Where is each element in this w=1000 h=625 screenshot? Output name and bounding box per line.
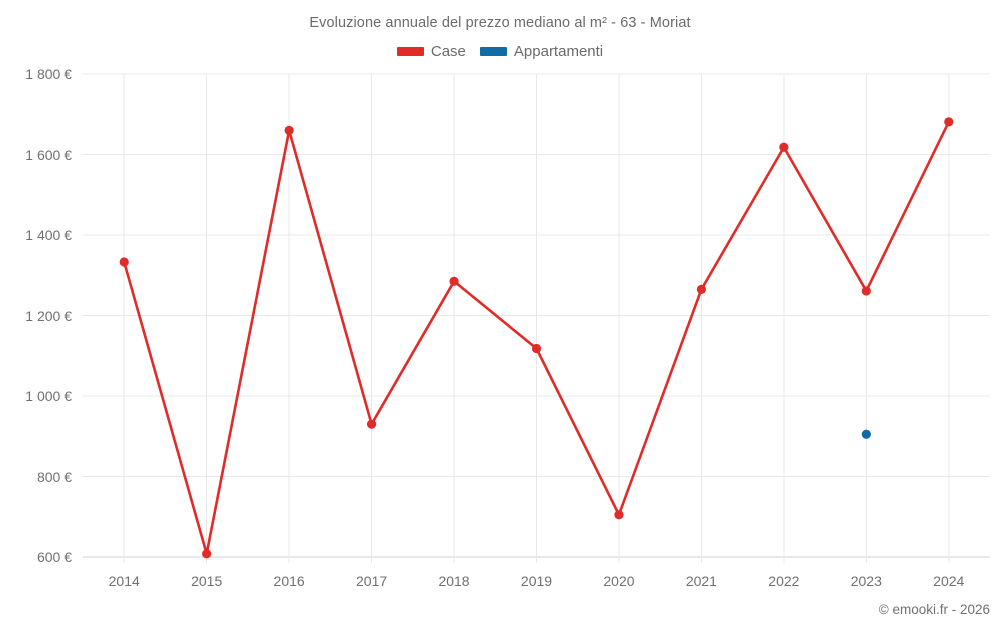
chart-title: Evoluzione annuale del prezzo mediano al… xyxy=(309,15,691,31)
x-axis-tick-label: 2016 xyxy=(273,573,305,589)
x-axis-tick-label: 2017 xyxy=(356,573,388,589)
x-axis-tick-label: 2024 xyxy=(933,573,965,589)
legend-label-appartamenti: Appartamenti xyxy=(513,43,604,60)
chart-legend: Case Appartamenti xyxy=(0,43,1000,60)
data-point-case[interactable] xyxy=(696,284,707,294)
data-point-case[interactable] xyxy=(284,125,294,135)
legend-item-case[interactable]: Case xyxy=(396,43,466,60)
data-point-appartamenti[interactable] xyxy=(861,429,871,439)
data-point-case[interactable] xyxy=(202,549,212,559)
x-axis-tick-label: 2020 xyxy=(603,573,635,589)
y-axis-tick-label: 800 € xyxy=(36,468,72,485)
y-axis-tick-label: 1 400 € xyxy=(25,227,72,243)
y-axis-tick-label: 1 200 € xyxy=(25,307,72,324)
data-point-case[interactable] xyxy=(779,142,789,152)
x-axis-tick-label: 2019 xyxy=(520,573,553,589)
copyright-credit: © emooki.fr - 2026 xyxy=(878,602,990,617)
legend-swatch-appartamenti xyxy=(479,47,507,56)
x-axis-tick-label: 2014 xyxy=(108,573,140,589)
legend-item-appartamenti[interactable]: Appartamenti xyxy=(479,43,604,60)
data-point-case[interactable] xyxy=(449,276,459,286)
x-axis-tick-label: 2023 xyxy=(850,573,882,589)
legend-label-case: Case xyxy=(430,43,466,60)
y-axis-tick-label: 1 600 € xyxy=(25,146,72,163)
data-point-case[interactable] xyxy=(614,510,624,520)
y-axis-tick-label: 1 800 € xyxy=(25,66,72,82)
y-axis-tick-label: 1 000 € xyxy=(25,388,72,404)
gridlines xyxy=(83,73,990,563)
data-point-case[interactable] xyxy=(531,343,542,354)
data-point-case[interactable] xyxy=(119,257,129,267)
series-markers xyxy=(119,117,954,559)
data-point-case[interactable] xyxy=(944,117,954,127)
x-axis-tick-label: 2018 xyxy=(438,573,470,589)
data-point-case[interactable] xyxy=(861,286,871,296)
x-axis-tick-label: 2021 xyxy=(685,573,717,589)
x-axis-tick-label: 2015 xyxy=(191,573,223,589)
y-axis-tick-label: 600 € xyxy=(36,549,72,565)
legend-swatch-case xyxy=(396,47,424,56)
data-point-case[interactable] xyxy=(366,419,377,429)
x-axis-tick-label: 2022 xyxy=(768,573,800,589)
